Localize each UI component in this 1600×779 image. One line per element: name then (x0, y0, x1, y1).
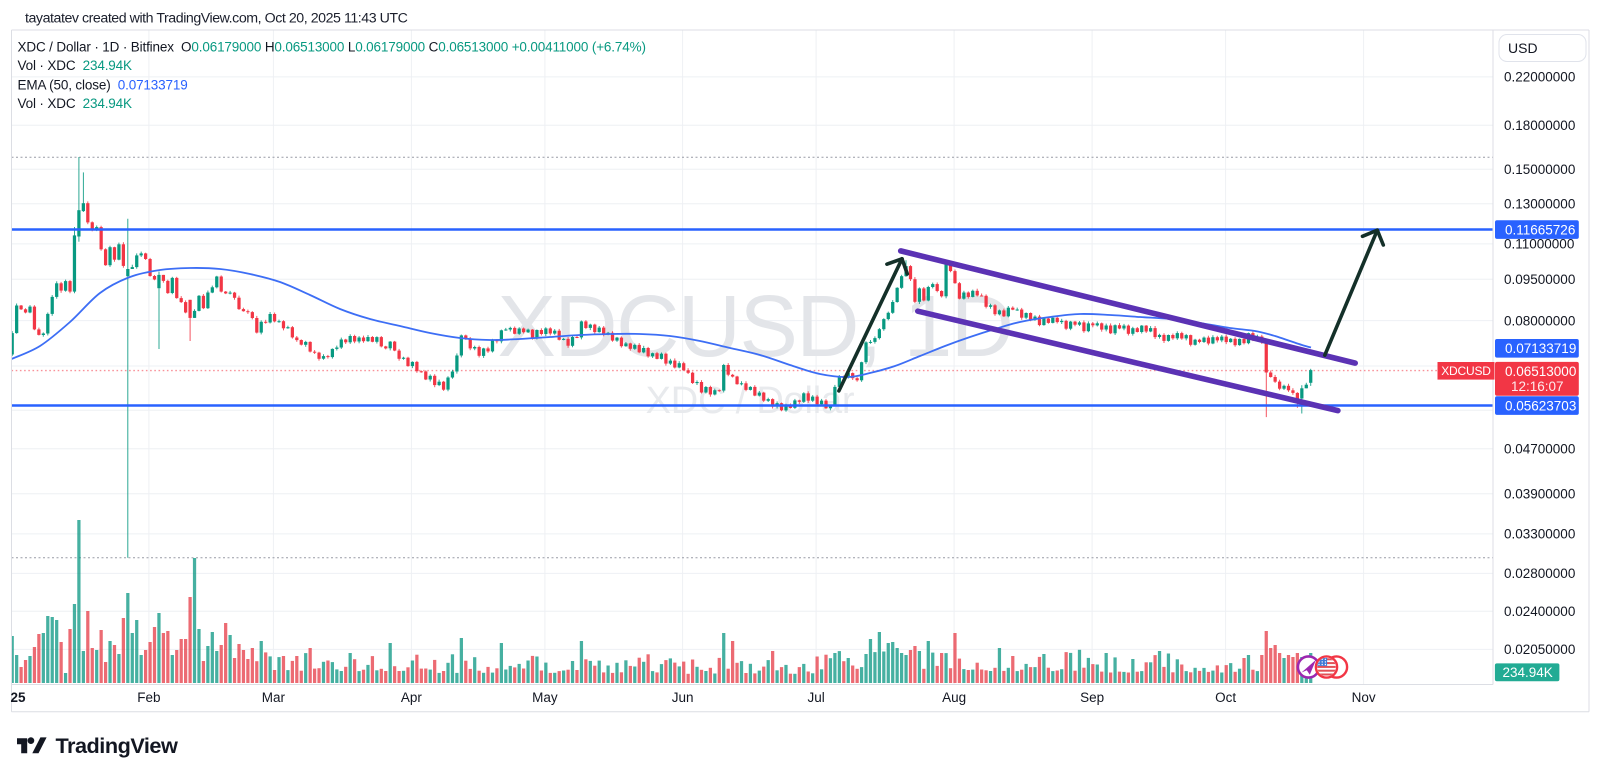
svg-text:0.11665726: 0.11665726 (1505, 222, 1575, 237)
svg-text:XDCUSD: XDCUSD (1441, 364, 1491, 378)
svg-text:Jun: Jun (672, 690, 694, 705)
svg-text:0.11000000: 0.11000000 (1504, 237, 1574, 252)
svg-text:0.15000000: 0.15000000 (1504, 162, 1575, 177)
svg-text:Jul: Jul (807, 690, 824, 705)
svg-text:234.94K: 234.94K (1503, 665, 1553, 680)
svg-text:Vol · XDC 234.94K: Vol · XDC 234.94K (18, 58, 133, 73)
svg-text:tayatatev created with Trading: tayatatev created with TradingView.com, … (25, 11, 408, 27)
svg-text:Aug: Aug (942, 690, 966, 705)
svg-text:USD: USD (1508, 40, 1538, 56)
svg-text:XDC / Dollar · 1D · Bitfinex: XDC / Dollar · 1D · Bitfinex O0.06179000… (18, 40, 646, 55)
svg-text:Apr: Apr (401, 690, 423, 705)
svg-text:TradingView: TradingView (56, 733, 178, 758)
svg-text:XDCUSD, 1D: XDCUSD, 1D (498, 277, 1013, 375)
svg-text:0.03300000: 0.03300000 (1504, 527, 1575, 542)
svg-text:0.13000000: 0.13000000 (1504, 196, 1575, 211)
svg-text:0.02400000: 0.02400000 (1504, 604, 1575, 619)
svg-text:0.05623703: 0.05623703 (1505, 398, 1576, 413)
svg-text:0.02800000: 0.02800000 (1504, 566, 1575, 581)
svg-text:0.22000000: 0.22000000 (1504, 70, 1575, 85)
svg-text:12:16:07: 12:16:07 (1511, 379, 1564, 394)
svg-text:0.08000000: 0.08000000 (1504, 313, 1575, 328)
svg-text:0.18000000: 0.18000000 (1504, 118, 1575, 133)
svg-text:25: 25 (10, 690, 26, 705)
svg-text:0.09500000: 0.09500000 (1504, 272, 1575, 287)
svg-text:Sep: Sep (1080, 690, 1104, 705)
svg-text:EMA (50, close) 0.07133719: EMA (50, close) 0.07133719 (18, 78, 188, 93)
svg-text:Nov: Nov (1352, 690, 1376, 705)
svg-text:Feb: Feb (137, 690, 160, 705)
svg-text:Oct: Oct (1215, 690, 1236, 705)
svg-text:0.02050000: 0.02050000 (1504, 642, 1575, 657)
svg-text:0.03900000: 0.03900000 (1504, 486, 1575, 501)
svg-text:May: May (532, 690, 558, 705)
svg-text:0.07133719: 0.07133719 (1505, 341, 1576, 356)
svg-text:Mar: Mar (262, 690, 286, 705)
svg-text:Vol · XDC 234.94K: Vol · XDC 234.94K (18, 96, 133, 111)
svg-text:0.06513000: 0.06513000 (1505, 364, 1576, 379)
svg-text:0.04700000: 0.04700000 (1504, 442, 1575, 457)
